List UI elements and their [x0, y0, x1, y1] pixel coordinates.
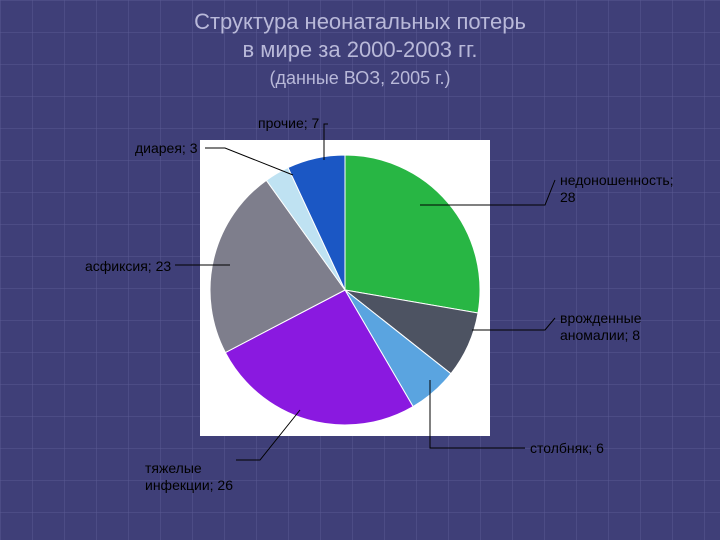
- slide: Структура неонатальных потерь в мире за …: [0, 0, 720, 540]
- label-недоношенность: недоношенность; 28: [560, 172, 674, 206]
- label-асфиксия: асфиксия; 23: [85, 258, 171, 275]
- label-врожденные-аномалии: врожденные аномалии; 8: [560, 310, 641, 344]
- label-диарея: диарея; 3: [135, 140, 198, 157]
- label-столбняк: столбняк; 6: [530, 440, 604, 457]
- label-прочие: прочие; 7: [258, 115, 319, 132]
- label-тяжелые-инфекции: тяжелые инфекции; 26: [145, 460, 233, 494]
